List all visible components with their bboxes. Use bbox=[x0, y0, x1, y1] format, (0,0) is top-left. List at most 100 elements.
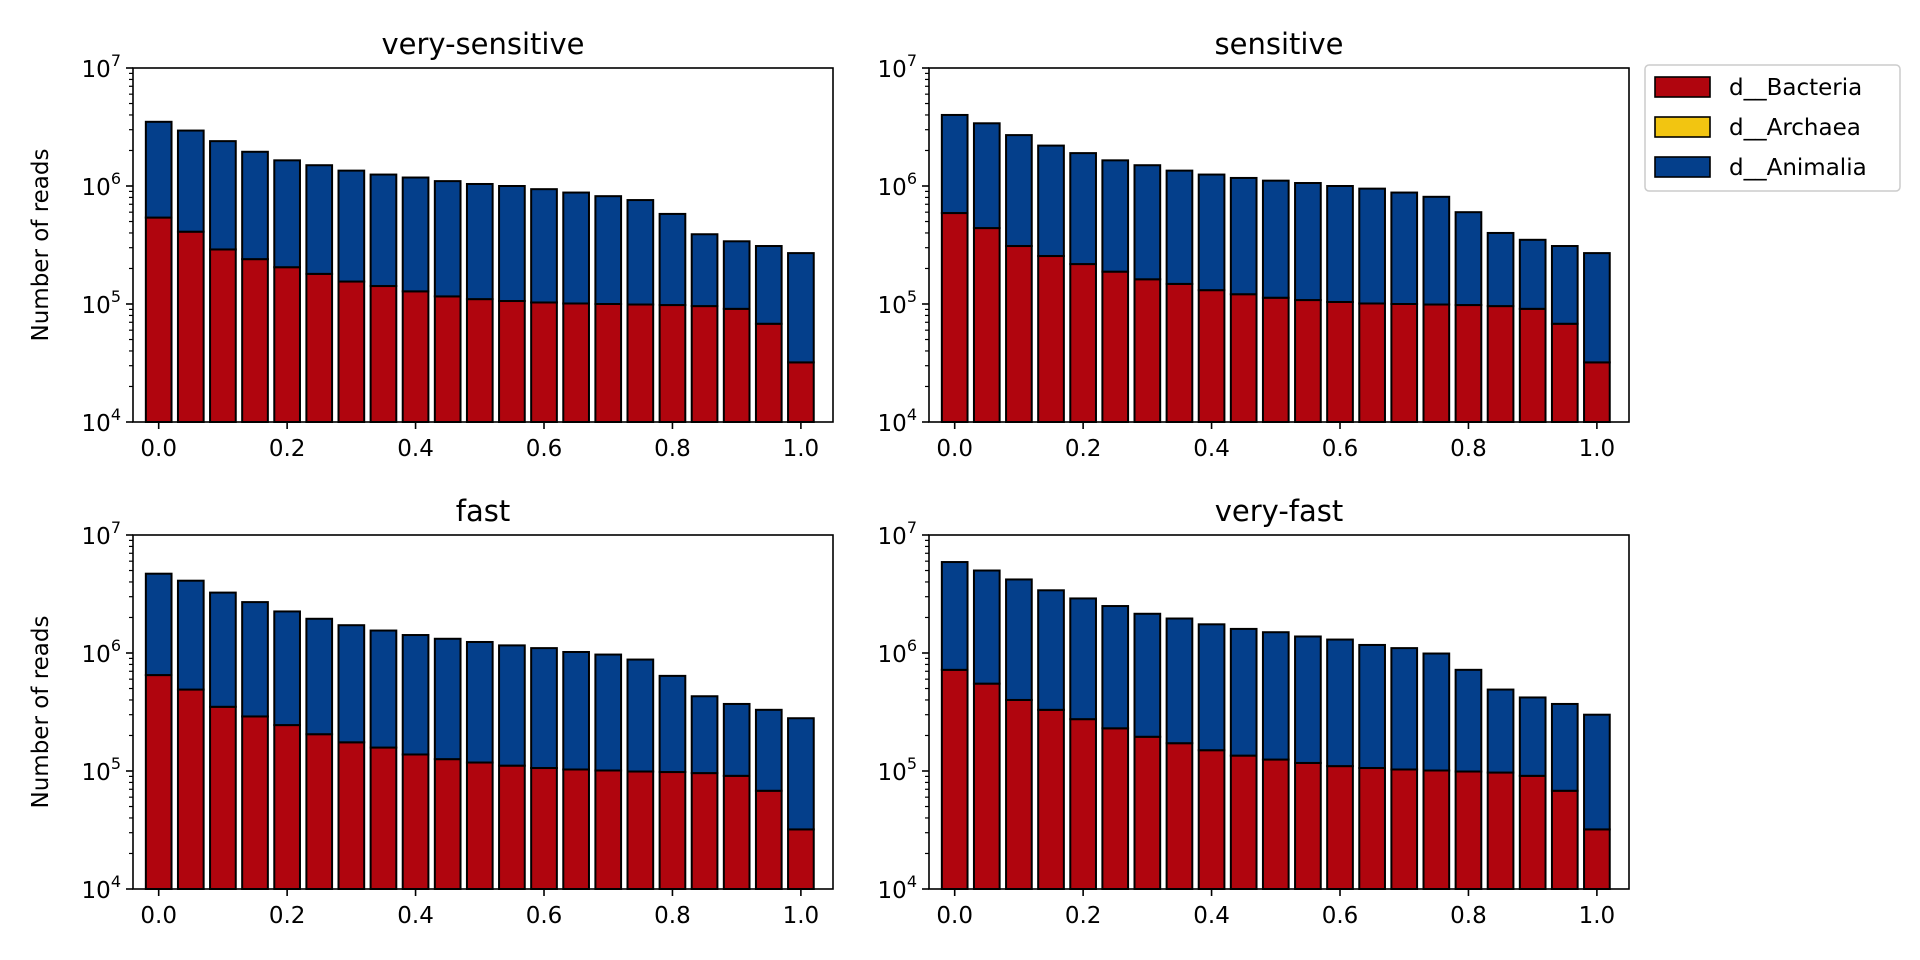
bar-d-bacteria bbox=[1422, 303, 1451, 423]
bar-d-bacteria bbox=[1294, 761, 1322, 891]
bar-d-bacteria bbox=[690, 772, 719, 891]
axes-frame bbox=[132, 534, 834, 890]
bar-d-bacteria bbox=[1197, 749, 1226, 890]
bar-d-animalia bbox=[209, 140, 237, 251]
bar-d-bacteria bbox=[626, 770, 655, 891]
bar-d-bacteria bbox=[1550, 322, 1579, 424]
bar-d-bacteria bbox=[337, 741, 366, 890]
bar-d-bacteria bbox=[1229, 293, 1258, 424]
bar-d-animalia bbox=[972, 569, 1001, 685]
bar-d-bacteria bbox=[144, 216, 173, 423]
bar-d-bacteria bbox=[1486, 305, 1515, 423]
bar-d-animalia bbox=[1261, 631, 1290, 761]
bar-d-bacteria bbox=[1358, 767, 1386, 891]
bar-d-animalia bbox=[176, 129, 205, 233]
bar-d-animalia bbox=[209, 591, 237, 708]
bar-d-animalia bbox=[1294, 182, 1322, 302]
bar-d-bacteria bbox=[1165, 282, 1194, 423]
bar-d-animalia bbox=[1197, 173, 1226, 292]
axes-frame bbox=[132, 67, 834, 423]
bar-d-bacteria bbox=[305, 733, 334, 891]
bar-d-bacteria bbox=[433, 758, 462, 890]
bar-d-bacteria bbox=[1037, 255, 1065, 423]
bars bbox=[940, 113, 1611, 424]
bar-d-bacteria bbox=[594, 303, 623, 423]
subplot-title: fast bbox=[456, 494, 510, 528]
bar-d-animalia bbox=[1486, 231, 1515, 308]
x-tick-label: 0.2 bbox=[269, 436, 306, 462]
y-tick-label: 104 bbox=[878, 405, 917, 437]
bars bbox=[144, 572, 815, 891]
bar-d-animalia bbox=[1229, 627, 1258, 757]
x-tick-label: 0.0 bbox=[140, 903, 177, 929]
y-tick-label: 107 bbox=[878, 51, 917, 83]
bar-d-animalia bbox=[754, 245, 783, 325]
bar-d-bacteria bbox=[940, 668, 969, 891]
bar-d-animalia bbox=[241, 601, 269, 718]
bar-d-bacteria bbox=[594, 769, 623, 890]
y-tick-label: 104 bbox=[878, 872, 917, 904]
x-tick-label: 0.4 bbox=[397, 903, 434, 929]
bar-d-bacteria bbox=[1101, 727, 1130, 890]
bars bbox=[144, 120, 815, 424]
bar-d-bacteria bbox=[1069, 718, 1097, 890]
x-tick-label: 0.6 bbox=[526, 903, 563, 929]
bar-d-bacteria bbox=[972, 227, 1001, 423]
bar-d-animalia bbox=[144, 572, 173, 677]
bar-d-bacteria bbox=[1294, 299, 1322, 423]
bar-d-animalia bbox=[369, 629, 398, 749]
bar-d-bacteria bbox=[498, 300, 526, 424]
bar-d-bacteria bbox=[1037, 708, 1065, 890]
bar-d-animalia bbox=[1583, 252, 1611, 364]
subplot-fast: 104 105 106 107 0.0 0.2 0.4 0.6 0.8 1.0 fast Number… bbox=[28, 494, 834, 929]
y-tick-label: 106 bbox=[82, 169, 121, 201]
bar-d-animalia bbox=[1133, 164, 1162, 281]
bar-d-bacteria bbox=[787, 361, 815, 424]
subplot-title: very-sensitive bbox=[382, 27, 585, 61]
bar-d-bacteria bbox=[1229, 754, 1258, 890]
bar-d-bacteria bbox=[754, 322, 783, 424]
x-tick-label: 0.8 bbox=[1450, 436, 1487, 462]
bar-d-animalia bbox=[658, 674, 687, 774]
bar-d-bacteria bbox=[273, 266, 301, 423]
y-tick-label: 106 bbox=[878, 636, 917, 668]
bar-d-animalia bbox=[401, 634, 430, 756]
bar-d-animalia bbox=[1101, 605, 1130, 730]
bars bbox=[940, 561, 1611, 891]
bar-d-animalia bbox=[176, 579, 205, 691]
axes-frame bbox=[928, 67, 1630, 423]
bar-d-bacteria bbox=[530, 767, 558, 891]
bar-d-animalia bbox=[1518, 238, 1547, 310]
bar-d-animalia bbox=[465, 640, 494, 764]
bar-d-animalia bbox=[1229, 176, 1258, 296]
y-tick-label: 106 bbox=[878, 169, 917, 201]
legend-label: d__Bacteria bbox=[1729, 75, 1862, 101]
bar-d-animalia bbox=[1069, 597, 1097, 721]
bar-d-bacteria bbox=[1133, 278, 1162, 423]
bar-d-animalia bbox=[787, 252, 815, 364]
bar-d-bacteria bbox=[1518, 307, 1547, 423]
bar-d-animalia bbox=[241, 150, 269, 261]
bar-d-bacteria bbox=[1583, 828, 1611, 891]
y-tick-label: 105 bbox=[82, 754, 121, 786]
bar-d-animalia bbox=[305, 164, 334, 275]
bar-d-animalia bbox=[433, 637, 462, 761]
bar-d-bacteria bbox=[241, 258, 269, 424]
y-tick-label: 107 bbox=[878, 518, 917, 550]
bar-d-bacteria bbox=[176, 230, 205, 423]
axes-frame bbox=[928, 534, 1630, 890]
bar-d-animalia bbox=[658, 212, 687, 307]
bar-d-animalia bbox=[498, 644, 526, 767]
bar-d-animalia bbox=[940, 561, 969, 671]
bar-d-bacteria bbox=[1390, 768, 1419, 890]
bar-d-animalia bbox=[594, 195, 623, 305]
y-axis-label: Number of reads bbox=[28, 616, 54, 809]
x-tick-label: 1.0 bbox=[783, 903, 820, 929]
bar-d-animalia bbox=[562, 650, 590, 771]
subplot-sensitive: 104 105 106 107 0.0 0.2 0.4 0.6 0.8 1.0 sensitive bbox=[878, 27, 1630, 462]
legend-swatch bbox=[1654, 156, 1711, 178]
bar-d-bacteria bbox=[209, 248, 237, 423]
x-tick-label: 0.4 bbox=[1193, 903, 1230, 929]
bar-d-bacteria bbox=[530, 301, 558, 423]
x-tick-label: 0.4 bbox=[1193, 436, 1230, 462]
